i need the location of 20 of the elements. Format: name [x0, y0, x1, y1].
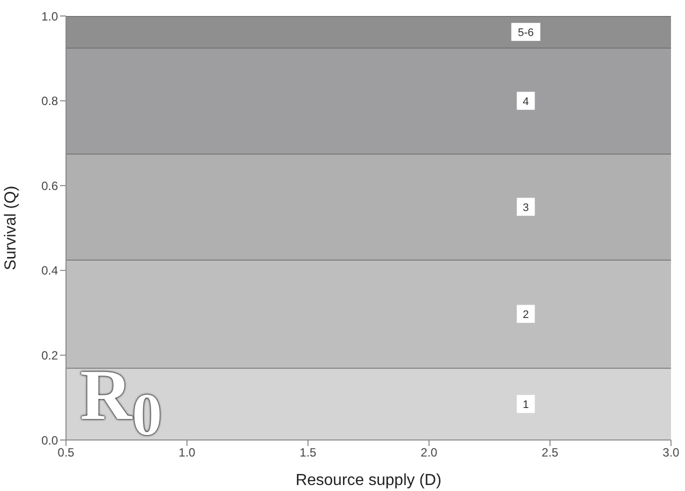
annotation: R$_{0}$	[80, 355, 162, 448]
y-tick-label: 0.8	[41, 94, 58, 108]
y-tick-label: 0.6	[41, 178, 58, 193]
series-label: 2	[522, 308, 529, 321]
y-tick-label: 0.2	[41, 348, 58, 362]
x-tick-label: 1.5	[300, 446, 317, 460]
y-axis-title: Survival (Q)	[2, 186, 20, 270]
series-label: 3	[522, 202, 529, 214]
x-tick-label: 0.5	[58, 446, 75, 460]
y-tick-label: 0.4	[41, 264, 58, 278]
series-label: 5-6	[518, 26, 534, 39]
y-tick-label: 0.0	[41, 433, 58, 448]
series-label: 1	[522, 398, 529, 411]
x-tick-label: 1.0	[178, 446, 196, 460]
x-tick-label: 2.0	[420, 446, 438, 460]
x-axis-title: Resource supply (D)	[296, 472, 442, 489]
x-tick-label: 3.0	[662, 446, 680, 460]
x-tick-label: 2.5	[542, 446, 559, 460]
y-tick-label: 1.0	[41, 9, 58, 24]
series-label: 4	[522, 96, 529, 108]
